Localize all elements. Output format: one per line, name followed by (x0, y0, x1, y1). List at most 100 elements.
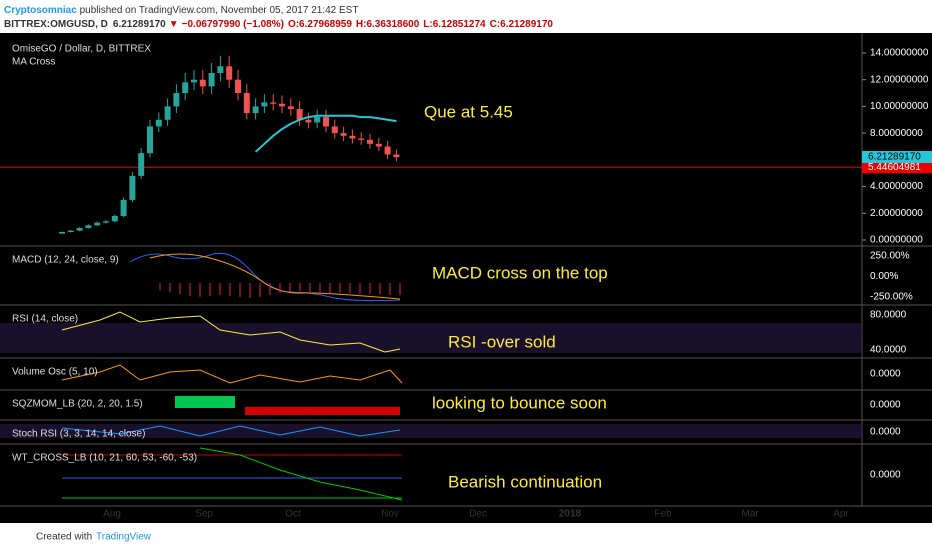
y-tick-label: 10.00000000 (870, 101, 929, 112)
x-tick-label: Nov (381, 509, 399, 520)
pane-label: WT_CROSS_LB (10, 21, 60, 53, -60, -53) (12, 453, 197, 464)
footer-created: Created with (36, 532, 92, 543)
y-tick-label: 14.00000000 (870, 48, 929, 59)
candle (287, 106, 294, 110)
candle (375, 143, 382, 147)
y-tick-label: 8.00000000 (870, 128, 923, 139)
pane-borders (0, 33, 932, 507)
stoch-line (61, 425, 401, 437)
x-tick-label: Mar (741, 509, 759, 520)
candle (129, 175, 136, 200)
x-tick-label: 2018 (559, 509, 582, 520)
main-title: OmiseGO / Dollar, D, BITTREX (12, 44, 151, 55)
candle (305, 119, 312, 123)
pane-tick: 250.00% (870, 251, 910, 262)
candle (226, 66, 233, 80)
x-tick-label: Oct (285, 509, 301, 520)
annotation: Bearish continuation (448, 472, 602, 491)
candle (358, 138, 365, 140)
x-tick-label: Feb (654, 509, 672, 520)
candle (147, 126, 153, 154)
candle (314, 117, 321, 123)
annotation: RSI -over sold (448, 332, 556, 351)
candle (349, 135, 356, 139)
candle (191, 79, 197, 83)
candle (199, 79, 206, 87)
candle (340, 133, 347, 136)
header-line: Cryptosomniac published on TradingView.c… (4, 5, 358, 16)
support-tag (862, 161, 932, 174)
vol-osc-line (61, 364, 403, 384)
macd-histogram (159, 283, 401, 298)
footer-brand[interactable]: TradingView (96, 532, 152, 543)
rsi-band (0, 323, 862, 353)
y-tick-label: 2.00000000 (870, 208, 923, 219)
rsi-line (61, 311, 401, 353)
support-label: 5.44604981 (868, 162, 921, 173)
candle (173, 93, 180, 107)
candle (252, 106, 259, 114)
pane-label: SQZMOM_LB (20, 2, 20, 1.5) (12, 399, 143, 410)
candle (182, 82, 189, 94)
candle (208, 73, 215, 87)
pane-tick: 0.0000 (870, 400, 901, 411)
pane-tick: 40.0000 (870, 345, 907, 356)
pane-tick: 0.0000 (870, 427, 901, 438)
y-tick-label: 12.00000000 (870, 74, 929, 85)
pane-label: RSI (14, close) (12, 314, 78, 325)
last: 6.21289170 (113, 19, 166, 30)
candle (76, 227, 83, 231)
last-tag (862, 150, 932, 163)
candle (367, 139, 373, 144)
sqz-pos (175, 396, 235, 408)
candle (270, 102, 277, 104)
candle (235, 79, 241, 94)
candle (59, 231, 65, 234)
candle (296, 109, 303, 120)
wt-line (199, 447, 403, 501)
annotation: MACD cross on the top (432, 263, 608, 282)
candle (111, 215, 118, 222)
sqz-neg (245, 407, 400, 415)
symbol: BITTREX:OMGUSD, D (4, 19, 108, 30)
pane-tick: 80.0000 (870, 310, 907, 321)
low: L:6.12851274 (423, 19, 486, 30)
y-tick-label: 0.00000000 (870, 235, 923, 246)
last-label: 6.21289170 (868, 152, 921, 163)
signal-line (149, 253, 401, 300)
candle (120, 199, 127, 216)
author[interactable]: Cryptosomniac (4, 5, 77, 16)
candle (85, 225, 92, 228)
high: H:6.36318600 (356, 19, 420, 30)
pane-tick: -250.00% (870, 292, 913, 303)
candle (323, 117, 329, 127)
candle (67, 230, 74, 232)
symbol-line: BITTREX:OMGUSD, D 6.21289170 ▼ −0.06797990 … (4, 19, 553, 30)
open: O:6.27968959 (288, 19, 352, 30)
y-tick-label: 4.00000000 (870, 181, 923, 192)
candle (138, 153, 145, 176)
candle (261, 102, 268, 107)
pane-tick: 0.0000 (870, 369, 901, 380)
x-tick-label: Aug (103, 509, 121, 520)
candle (384, 146, 391, 155)
arrow: ▼ (169, 19, 179, 30)
candle (217, 66, 224, 73)
x-tick-label: Dec (469, 509, 487, 520)
chart-bg (0, 33, 932, 523)
annotation: Que at 5.45 (424, 102, 513, 121)
candle (279, 103, 285, 107)
annotation: looking to bounce soon (432, 393, 607, 412)
x-tick-label: Sep (195, 509, 213, 520)
close: C:6.21289170 (490, 19, 554, 30)
pane-label: MACD (12, 24, close, 9) (12, 255, 119, 266)
candle (393, 154, 400, 158)
candle (243, 93, 250, 114)
pane-tick: 0.0000 (870, 470, 901, 481)
candle (164, 106, 171, 120)
study-label: MA Cross (12, 57, 55, 68)
stoch-band (0, 424, 862, 438)
published: published on TradingView.com, November 0… (77, 5, 359, 16)
pane-label: Stoch RSI (3, 3, 14, 14, close) (12, 429, 145, 440)
